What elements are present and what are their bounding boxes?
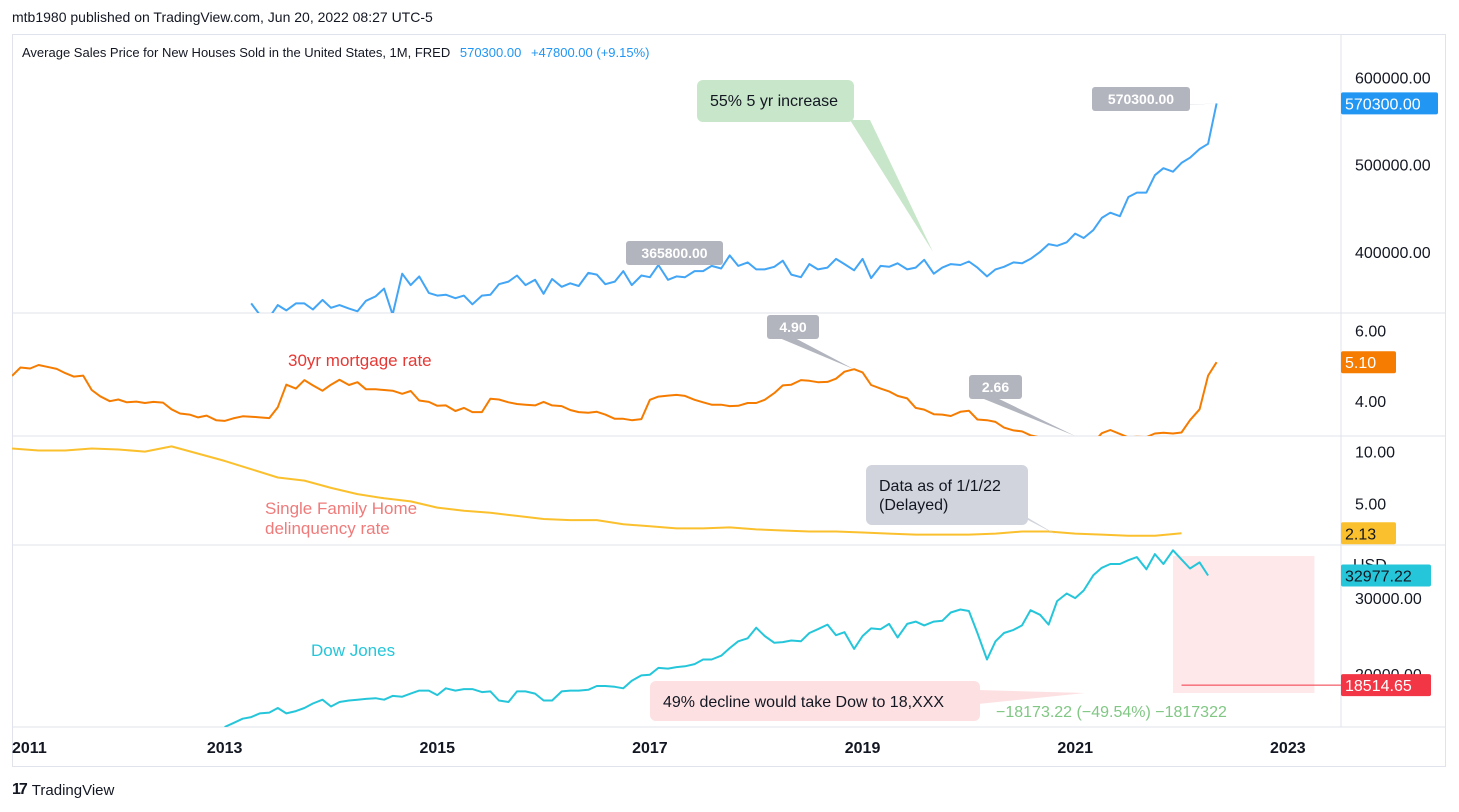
rate-callout-pointer — [777, 337, 855, 370]
dow-jones-line[interactable] — [224, 549, 1209, 727]
level-tag — [1341, 674, 1431, 697]
mortgage-rate-line[interactable] — [12, 361, 1218, 447]
measure-range-box — [1173, 556, 1315, 693]
x-tick-label: 2021 — [1057, 740, 1093, 757]
delinquency-series-label-line2: delinquency rate — [265, 519, 390, 538]
increase-note[interactable] — [697, 80, 854, 122]
y-tick-label: 30000.00 — [1355, 591, 1422, 608]
measure-text: −18173.22 (−49.54%) −1817322 — [996, 704, 1227, 721]
x-tick-label: 2023 — [1270, 740, 1306, 757]
level-tag-text: 18514.65 — [1345, 678, 1412, 695]
y-tick-label: 400000.00 — [1355, 245, 1431, 262]
decline-note-text: 49% decline would take Dow to 18,XXX — [663, 694, 944, 711]
x-tick-label: 2017 — [632, 740, 668, 757]
last-value-text: 5.10 — [1345, 355, 1376, 372]
last-value-tag — [1341, 522, 1396, 545]
tradingview-logo-icon: 17 — [12, 781, 28, 798]
dow-series-label: Dow Jones — [311, 641, 395, 660]
y-tick-label: 6.00 — [1355, 324, 1386, 341]
delayed-note[interactable] — [866, 465, 1028, 525]
rate-callout[interactable] — [969, 375, 1022, 399]
y-tick-label: 600000.00 — [1355, 70, 1431, 87]
legend-title: Average Sales Price for New Houses Sold … — [22, 45, 451, 60]
x-tick-label: 2019 — [845, 740, 881, 757]
brand-name: TradingView — [31, 781, 115, 799]
y-tick-label: 4.00 — [1355, 394, 1386, 411]
y-tick-label: 500000.00 — [1355, 158, 1431, 175]
publish-credit: mtb1980 published on TradingView.com, Ju… — [12, 9, 433, 25]
decline-note[interactable] — [650, 681, 980, 721]
tradingview-brand[interactable]: 17 TradingView — [12, 781, 114, 799]
delayed-note-line2: (Delayed) — [879, 497, 948, 514]
x-tick-label: 2015 — [419, 740, 455, 757]
legend-value: 570300.00 — [459, 45, 522, 60]
rate-callout-text: 4.90 — [779, 319, 806, 335]
delinquency-rate-line[interactable] — [12, 445, 1182, 537]
series-legend[interactable]: Average Sales Price for New Houses Sold … — [22, 45, 649, 60]
rate-callout-text: 2.66 — [982, 379, 1009, 395]
mortgage-series-label: 30yr mortgage rate — [288, 351, 432, 370]
legend-change: +47800.00 (+9.15%) — [530, 45, 650, 60]
increase-note-text: 55% 5 yr increase — [710, 93, 838, 110]
last-value-tag — [1341, 351, 1396, 374]
last-value-tag — [1341, 92, 1438, 115]
price-callout-text: 570300.00 — [1108, 91, 1174, 107]
x-tick-label: 2011 — [12, 740, 47, 757]
y-tick-label: 10.00 — [1355, 445, 1395, 462]
delayed-note-line1: Data as of 1/1/22 — [879, 478, 1001, 495]
increase-note-pointer — [850, 120, 933, 252]
price-callout-text: 365800.00 — [641, 245, 707, 261]
price-callout[interactable] — [626, 241, 723, 265]
price-callout[interactable] — [1092, 87, 1190, 111]
delinquency-series-label-line1: Single Family Home — [265, 499, 417, 518]
x-tick-label: 2013 — [207, 740, 243, 757]
last-value-text: 570300.00 — [1345, 96, 1421, 113]
chart-frame — [12, 34, 1446, 767]
last-value-text: 32977.22 — [1345, 569, 1412, 586]
y-tick-label: 5.00 — [1355, 496, 1386, 513]
house-price-line[interactable] — [250, 103, 1218, 317]
last-value-text: 2.13 — [1345, 526, 1376, 543]
rate-callout[interactable] — [767, 315, 819, 339]
last-value-tag — [1341, 564, 1431, 587]
decline-note-pointer — [978, 690, 1085, 704]
rate-callout-pointer — [979, 397, 1076, 436]
